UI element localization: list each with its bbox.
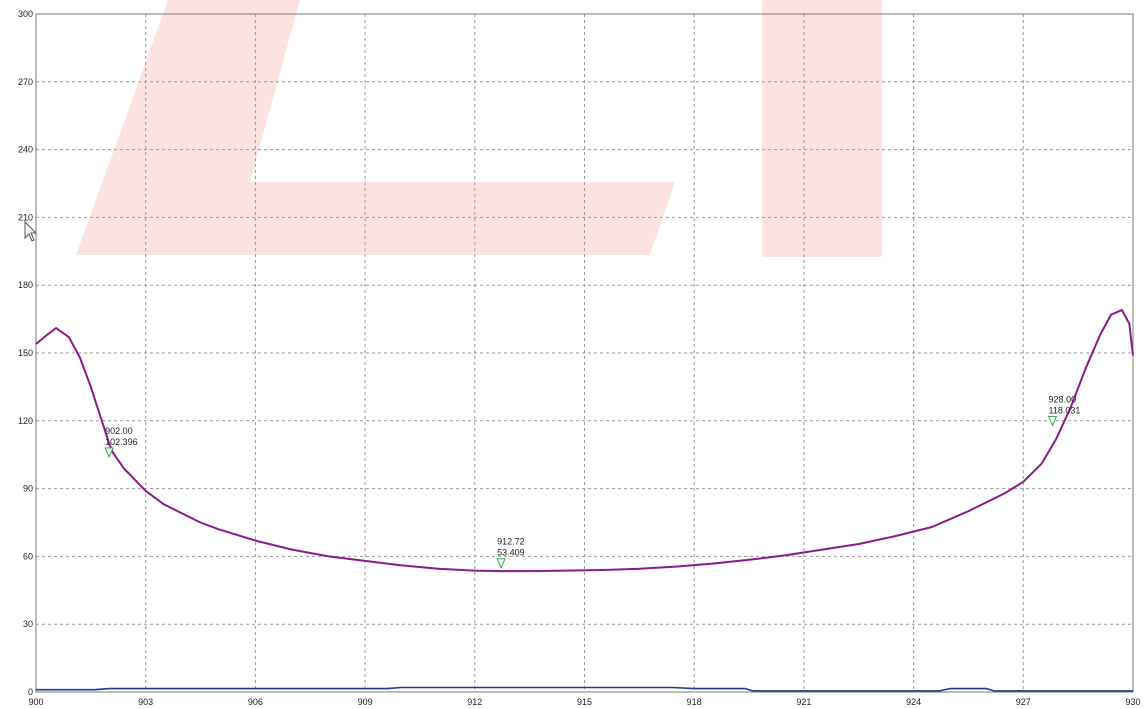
y-axis: 0 30 60 90 120 150 180 210 240 270 300 — [18, 9, 33, 697]
y-tick-label: 120 — [18, 416, 33, 426]
series-line-2 — [36, 686, 1133, 692]
marker-x-label: 928.00 — [1049, 394, 1077, 404]
y-tick-label: 240 — [18, 145, 33, 155]
mouse-cursor-icon — [24, 220, 38, 242]
x-tick-label: 909 — [358, 697, 373, 707]
marker-x-label: 902.00 — [105, 426, 133, 436]
y-tick-label: 150 — [18, 348, 33, 358]
marker-y-label: 118.031 — [1049, 405, 1081, 415]
y-tick-label: 60 — [23, 551, 33, 561]
y-tick-label: 30 — [23, 619, 33, 629]
y-tick-label: 300 — [18, 9, 33, 19]
marker-triangle-icon — [496, 558, 506, 569]
x-tick-label: 918 — [687, 697, 702, 707]
y-tick-label: 210 — [18, 212, 33, 222]
x-tick-label: 903 — [138, 697, 153, 707]
y-tick-label: 270 — [18, 77, 33, 87]
watermark-bar-shape — [762, 0, 882, 257]
x-tick-label: 912 — [467, 697, 482, 707]
marker-triangle-icon — [104, 447, 114, 459]
watermark-slash-shape — [76, 0, 675, 255]
y-tick-label: 90 — [23, 484, 33, 494]
x-axis: 900 903 906 909 912 915 918 921 924 927 930 — [28, 697, 1140, 707]
plot-grid — [36, 14, 1133, 692]
x-tick-label: 921 — [796, 697, 811, 707]
x-tick-label: 900 — [28, 697, 43, 707]
watermark-logo — [76, 0, 882, 257]
y-tick-label: 0 — [28, 687, 33, 697]
marker-x-label: 912.72 — [497, 537, 525, 547]
x-tick-label: 927 — [1016, 697, 1031, 707]
x-tick-label: 924 — [906, 697, 921, 707]
marker-y-label: 53.409 — [497, 548, 525, 558]
marker-y-label: 102.396 — [105, 437, 138, 447]
x-tick-label: 906 — [248, 697, 263, 707]
x-tick-label: 930 — [1125, 697, 1140, 707]
x-tick-label: 915 — [577, 697, 592, 707]
marker-triangle-icon — [1047, 415, 1058, 427]
y-tick-label: 180 — [18, 280, 33, 290]
